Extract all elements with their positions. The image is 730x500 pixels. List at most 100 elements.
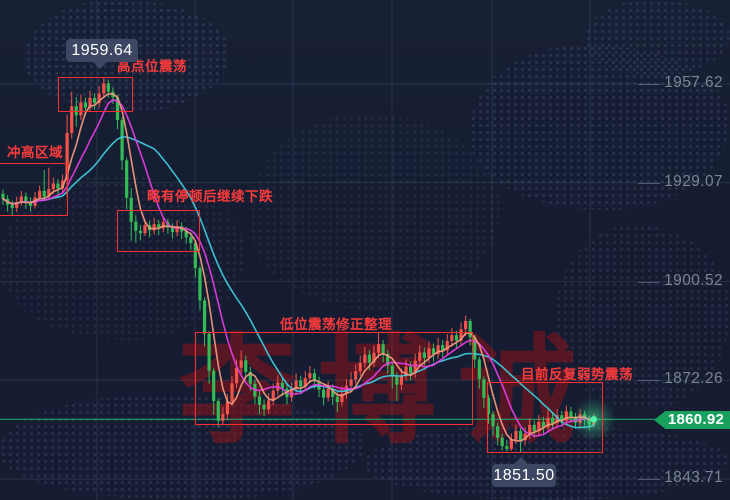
- candle-body: [514, 430, 518, 440]
- candle-body: [560, 415, 564, 421]
- zone-box-surge: [0, 163, 68, 216]
- zone-label-high: 高点位震荡: [117, 59, 187, 74]
- candle-body: [106, 83, 110, 92]
- candle-body: [115, 97, 120, 121]
- ma-line-MA20: [2, 136, 595, 429]
- candle-body: [10, 204, 14, 208]
- candle-body: [418, 352, 422, 361]
- candle-body: [551, 417, 555, 424]
- candle-body: [74, 106, 78, 116]
- candle-body: [482, 379, 486, 398]
- candle-body: [537, 421, 541, 432]
- candle-body: [138, 230, 142, 234]
- world-map-dots: [470, 45, 730, 210]
- candle-body: [486, 397, 491, 415]
- candle-body: [436, 345, 440, 355]
- candle-body: [19, 196, 23, 202]
- candle-body: [445, 341, 449, 351]
- candle-body: [134, 221, 138, 231]
- candle-body: [349, 379, 353, 386]
- candle-body: [344, 385, 349, 394]
- candle-body: [381, 344, 385, 354]
- candle-body: [244, 360, 248, 372]
- zone-label-current: 目前反复弱势震荡: [521, 367, 633, 382]
- candle-body: [326, 388, 330, 398]
- candle-body: [413, 360, 417, 373]
- candle-body: [15, 201, 19, 208]
- candle-body: [175, 226, 179, 233]
- candle-body: [363, 354, 367, 363]
- candle-body: [335, 396, 339, 403]
- candle-body: [569, 411, 573, 417]
- candle-body: [491, 414, 495, 427]
- ma-line-MA10: [2, 99, 595, 437]
- candle-body: [230, 383, 234, 402]
- candle-body: [308, 373, 312, 379]
- candle-body: [541, 421, 546, 428]
- world-map-dots: [365, 425, 730, 500]
- candle-body: [189, 237, 193, 243]
- candle-body: [289, 389, 294, 398]
- candle-body: [216, 401, 220, 421]
- candle-body: [376, 344, 381, 353]
- candle-body: [125, 160, 129, 198]
- candle-body: [299, 380, 303, 387]
- low-price-tooltip: 1851.50: [492, 457, 556, 487]
- candle-body: [267, 400, 271, 410]
- candle-body: [152, 224, 156, 231]
- candle-body: [28, 201, 33, 206]
- candle-body: [404, 366, 408, 376]
- zone-label-pause: 略有停顿后继续下跌: [147, 189, 273, 204]
- candle-body: [450, 335, 454, 342]
- candle-body: [51, 183, 55, 190]
- candle-body: [500, 437, 504, 447]
- candle-body: [496, 426, 500, 438]
- candle-body: [225, 401, 230, 415]
- candle-body: [454, 335, 459, 341]
- world-map-dots: [555, 225, 730, 410]
- candle-body: [120, 120, 124, 161]
- candle-body: [42, 190, 46, 197]
- zone-box-pause: [117, 210, 200, 252]
- candle-body: [468, 320, 472, 338]
- candle-body: [354, 371, 358, 380]
- candle-body: [303, 378, 307, 387]
- candle-body: [70, 106, 74, 133]
- candle-body: [395, 376, 399, 385]
- price-dot: [590, 416, 598, 423]
- candle-body: [358, 362, 362, 372]
- tooltip-arrow-down-icon: [93, 62, 107, 69]
- candle-body: [294, 380, 298, 390]
- candle-body: [280, 382, 284, 389]
- candle-body: [528, 424, 532, 434]
- candle-body: [477, 359, 481, 380]
- candle-body: [399, 375, 404, 385]
- candle-body: [257, 396, 262, 405]
- candle-body: [340, 393, 344, 403]
- candle-body: [248, 371, 252, 384]
- candle-body: [239, 360, 243, 368]
- candle-body: [97, 93, 101, 104]
- candle-body: [221, 414, 225, 421]
- candle-body: [564, 411, 568, 421]
- candle-body: [198, 268, 202, 301]
- candle-body: [422, 352, 426, 359]
- low-price-value: 1851.50: [493, 467, 555, 484]
- candle-body: [386, 353, 390, 366]
- last-price-tag: 1860.92: [654, 411, 730, 429]
- zone-label-low: 低位震荡修正整理: [280, 317, 392, 332]
- candle-body: [93, 97, 97, 104]
- candle-body: [312, 373, 317, 382]
- candle-body: [509, 439, 513, 449]
- candle-body: [184, 231, 188, 238]
- candle-body: [212, 370, 216, 402]
- candle-body: [331, 388, 335, 397]
- candle-body: [129, 197, 133, 222]
- candle-body: [102, 83, 106, 94]
- zone-box-low: [195, 332, 473, 425]
- world-map-dots: [250, 115, 500, 310]
- candle-body: [431, 348, 436, 355]
- candle-body: [193, 242, 197, 269]
